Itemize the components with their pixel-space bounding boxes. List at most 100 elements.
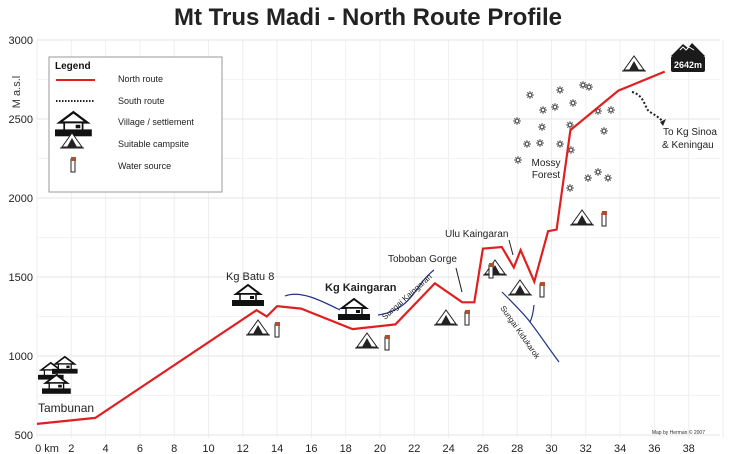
- label-ulu-kaingaran: Ulu Kaingaran: [445, 229, 508, 240]
- tent-door: [362, 338, 372, 347]
- tree-icon: [565, 183, 575, 193]
- snowcap-line: [679, 46, 695, 51]
- water-source-icon: [274, 322, 280, 338]
- legend-title: Legend: [55, 61, 91, 72]
- x-tick-label: 2: [68, 443, 74, 454]
- water-top: [275, 322, 280, 326]
- campsite-icon: [246, 319, 270, 336]
- village-icon: [52, 355, 78, 374]
- tree-center: [540, 125, 544, 129]
- water-top: [602, 211, 607, 215]
- house-window: [58, 384, 62, 388]
- tree-icon: [603, 173, 613, 183]
- house-ground: [38, 374, 64, 380]
- tree-center: [558, 142, 562, 146]
- summit-elevation: 2642m: [674, 60, 702, 70]
- campsite-icon: [483, 259, 507, 276]
- village-icon: [42, 373, 71, 394]
- x-tick-label: 4: [103, 443, 109, 454]
- y-tick-label: 2500: [9, 114, 33, 126]
- x-tick-label: 36: [648, 443, 660, 454]
- legend-south-route: South route: [118, 96, 165, 106]
- y-tick-label: 2000: [9, 193, 33, 205]
- tree-icon: [525, 90, 535, 100]
- tree-icon: [565, 120, 575, 130]
- x-tick-label: 34: [614, 443, 626, 454]
- river-sungai-kaingaran: [377, 269, 435, 316]
- x-tick-label: 14: [271, 443, 283, 454]
- tent-door: [515, 285, 525, 294]
- x-tick-label: 10: [202, 443, 214, 454]
- house-ground: [338, 314, 370, 320]
- tree-icon: [537, 122, 547, 132]
- tree-center: [569, 148, 573, 152]
- x-tick-label: 24: [442, 443, 454, 454]
- y-axis-label: M a.s.l: [11, 76, 23, 108]
- label-to-kg-sinoa: To Kg Sinoa: [663, 127, 717, 138]
- label-toboban-gorge: Toboban Gorge: [388, 254, 457, 265]
- water-source-icon: [384, 335, 390, 351]
- legend-water-source: Water source: [118, 161, 171, 171]
- house-roof: [233, 283, 263, 295]
- x-tick-label: 28: [511, 443, 523, 454]
- tree-icon: [550, 102, 560, 112]
- river-line: [284, 293, 341, 311]
- tree-center: [581, 83, 585, 87]
- river-branch: [529, 304, 535, 323]
- tree-center: [541, 108, 545, 112]
- house-ground: [232, 300, 264, 306]
- legend: Legend North route South route Village /…: [48, 56, 223, 193]
- label-keningau: & Keningau: [662, 140, 714, 151]
- label-sungai-kidukarok: Sungai Kidukarok: [498, 304, 542, 361]
- village-icon: [338, 297, 370, 320]
- tree-icon: [512, 116, 522, 126]
- tree-center: [515, 119, 519, 123]
- tree-icon: [583, 173, 593, 183]
- mountain-icon: [671, 43, 705, 56]
- campsite-icon: [434, 309, 458, 326]
- campsite-icon: [508, 279, 532, 296]
- tent-door: [629, 61, 639, 70]
- house-window: [250, 296, 254, 299]
- tent-door: [577, 215, 587, 224]
- summit-badge: [671, 56, 705, 72]
- south-route-line: [631, 91, 663, 122]
- tree-center: [596, 109, 600, 113]
- tent-door: [67, 138, 77, 147]
- credit: Map by Herman © 2007: [652, 429, 705, 436]
- tree-icon: [584, 82, 594, 92]
- x-tick-label: 18: [340, 443, 352, 454]
- label-tambunan: Tambunan: [38, 401, 94, 415]
- x-tick-label: 8: [171, 443, 177, 454]
- tree-center: [525, 142, 529, 146]
- campsite-icon: [622, 55, 646, 72]
- tree-icon: [606, 105, 616, 115]
- label-forest: Forest: [532, 170, 561, 181]
- label-kg-kaingaran: Kg Kaingaran: [325, 282, 397, 294]
- water-top: [540, 282, 545, 286]
- pointer-line: [508, 239, 514, 256]
- house-window: [356, 310, 360, 313]
- house-ground: [55, 129, 92, 137]
- tree-icon: [593, 167, 603, 177]
- north-route-line: [36, 70, 666, 425]
- chart-title: Mt Trus Madi - North Route Profile: [174, 4, 562, 31]
- tree-icon: [522, 139, 532, 149]
- water-top: [71, 157, 76, 161]
- arrow-icon: [660, 119, 666, 126]
- mossy-forest-trees: [512, 80, 616, 193]
- tree-center: [516, 158, 520, 162]
- y-tick-label: 500: [15, 430, 33, 442]
- house-ground: [52, 368, 78, 374]
- tree-center: [606, 176, 610, 180]
- tree-icon: [535, 138, 545, 148]
- water-source-icon: [539, 282, 545, 298]
- water-source-icon: [464, 310, 470, 326]
- x-tick-label: 20: [374, 443, 386, 454]
- x-tick-label: 12: [237, 443, 249, 454]
- legend-icons: [55, 110, 92, 173]
- tree-center: [586, 176, 590, 180]
- pointer-line: [455, 267, 463, 293]
- tree-center: [568, 123, 572, 127]
